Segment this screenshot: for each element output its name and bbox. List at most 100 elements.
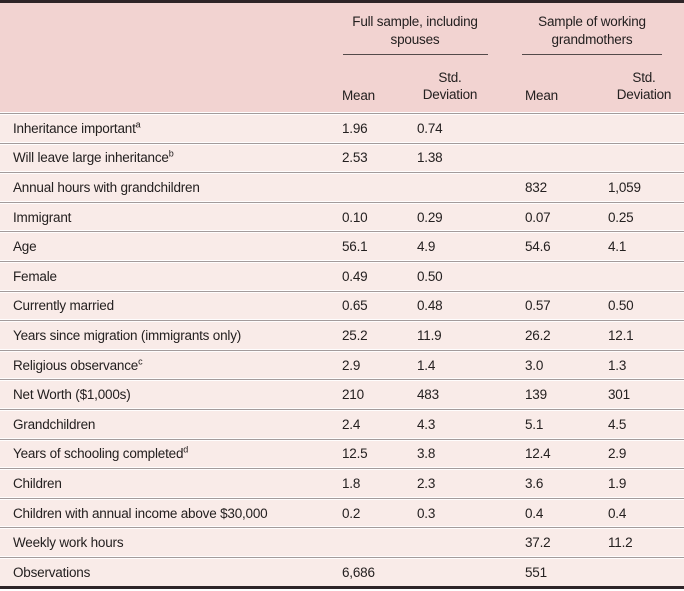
cell-full-std: 0.50	[417, 268, 443, 284]
group-header-spacer	[0, 13, 330, 55]
table-row: Religious observancec 2.9 1.4 3.0 1.3	[0, 348, 684, 379]
group-header-row: Full sample, including spouses Sample of…	[0, 3, 684, 55]
row-label: Weekly work hours	[0, 535, 330, 550]
row-label: Children	[0, 476, 330, 491]
row-label-text: Annual hours with grandchildren	[13, 179, 200, 195]
row-label: Observations	[0, 565, 330, 580]
cell-full-mean: 2.4	[342, 416, 361, 432]
cell-full-std: 2.3	[417, 475, 436, 491]
table-row: Years of schooling completedd 12.5 3.8 1…	[0, 437, 684, 468]
cell-work-std: 0.25	[608, 209, 634, 225]
row-label: Children with annual income above $30,00…	[0, 506, 330, 521]
group-header-full-sample: Full sample, including spouses	[330, 13, 500, 55]
cell-work-std: 301	[608, 387, 630, 403]
row-label-text: Years of schooling completed	[13, 446, 184, 462]
row-label-text: Age	[13, 239, 37, 255]
column-header-full-std: Std. Deviation	[400, 69, 500, 103]
row-label-text: Immigrant	[13, 209, 72, 225]
cell-full-mean: 56.1	[342, 239, 368, 255]
cell-full-mean: 6,686	[342, 564, 375, 580]
std-label-line: Deviation	[616, 87, 672, 102]
cell-full-mean: 210	[342, 387, 364, 403]
cell-work-mean: 551	[525, 564, 547, 580]
cell-work-std: 1.3	[608, 357, 627, 373]
table-body: Inheritance importanta 1.96 0.74 Will le…	[0, 112, 684, 586]
row-label-text: Inheritance important	[13, 120, 136, 136]
column-header-work-mean: Mean	[525, 88, 558, 103]
table-top-border	[0, 0, 684, 3]
footnote-marker: c	[138, 357, 143, 367]
table-row: Inheritance importanta 1.96 0.74	[0, 112, 684, 142]
table-row: Grandchildren 2.4 4.3 5.1 4.5	[0, 407, 684, 438]
column-header-work-std: Std. Deviation	[590, 69, 684, 103]
cell-full-mean: 1.8	[342, 475, 361, 491]
group-header-working-grandmothers: Sample of working grandmothers	[500, 13, 684, 55]
cell-work-std: 0.50	[608, 298, 634, 314]
footnote-marker: a	[135, 120, 141, 130]
table-row: Currently married 0.65 0.48 0.57 0.50	[0, 289, 684, 320]
footnote-marker: b	[168, 150, 174, 159]
table-row: Will leave large inheritanceb 2.53 1.38	[0, 141, 684, 172]
row-label: Inheritance importanta	[0, 121, 330, 136]
cell-work-std: 1,059	[608, 179, 641, 195]
cell-full-std: 0.3	[417, 505, 436, 521]
row-label-text: Currently married	[13, 298, 114, 314]
row-label-text: Years since migration (immigrants only)	[13, 327, 242, 343]
std-label-line: Std.	[632, 70, 656, 85]
std-label-line: Std.	[438, 70, 462, 85]
row-label: Net Worth ($1,000s)	[0, 387, 330, 402]
table-bottom-border	[0, 585, 684, 589]
row-label-text: Observations	[13, 564, 91, 580]
cell-work-mean: 12.4	[525, 446, 551, 462]
group-title-line: Sample of working	[538, 14, 646, 29]
cell-full-mean: 1.96	[342, 120, 368, 136]
row-label: Age	[0, 239, 330, 254]
cell-work-mean: 139	[525, 387, 547, 403]
row-label: Years of schooling completedd	[0, 446, 330, 461]
cell-work-std: 11.2	[608, 535, 633, 551]
table-row: Age 56.1 4.9 54.6 4.1	[0, 230, 684, 260]
group-title-line: spouses	[390, 32, 440, 47]
cell-work-std: 0.4	[608, 505, 627, 521]
table-row: Female 0.49 0.50	[0, 259, 684, 290]
cell-full-mean: 0.65	[342, 298, 368, 314]
cell-work-mean: 5.1	[525, 416, 544, 432]
column-header-full-mean: Mean	[342, 88, 375, 103]
cell-work-mean: 0.57	[525, 298, 551, 314]
cell-full-mean: 0.49	[342, 268, 368, 284]
row-label-text: Children	[13, 475, 62, 491]
cell-work-mean: 832	[525, 179, 547, 195]
cell-full-std: 3.8	[417, 446, 436, 462]
footnote-marker: d	[183, 446, 189, 455]
column-header-row: Mean Std. Deviation Mean Std. Deviation	[0, 69, 684, 112]
row-label: Immigrant	[0, 210, 330, 225]
cell-work-std: 2.9	[608, 446, 627, 462]
cell-full-mean: 0.10	[342, 209, 368, 225]
table-row: Net Worth ($1,000s) 210 483 139 301	[0, 378, 684, 408]
row-label: Will leave large inheritanceb	[0, 150, 330, 165]
cell-full-std: 0.29	[417, 209, 443, 225]
table-header: Full sample, including spouses Sample of…	[0, 3, 684, 112]
table-row: Children 1.8 2.3 3.6 1.9	[0, 467, 684, 497]
table-row: Years since migration (immigrants only) …	[0, 319, 684, 349]
group-underline	[522, 54, 662, 55]
cell-full-mean: 2.53	[342, 150, 368, 166]
cell-work-mean: 26.2	[525, 327, 551, 343]
row-label: Currently married	[0, 298, 330, 313]
table-row: Observations 6,686 551	[0, 555, 684, 586]
row-label-text: Will leave large inheritance	[13, 150, 169, 166]
cell-work-mean: 54.6	[525, 239, 551, 255]
row-label-text: Children with annual income above $30,00…	[13, 505, 268, 521]
row-label: Years since migration (immigrants only)	[0, 328, 330, 343]
cell-work-mean: 3.6	[525, 475, 544, 491]
table-row: Weekly work hours 37.2 11.2	[0, 526, 684, 556]
table-row: Immigrant 0.10 0.29 0.07 0.25	[0, 200, 684, 231]
row-label-text: Grandchildren	[13, 416, 96, 432]
row-label: Religious observancec	[0, 358, 330, 373]
cell-work-std: 1.9	[608, 475, 627, 491]
cell-work-std: 4.1	[608, 239, 627, 255]
cell-full-mean: 2.9	[342, 357, 361, 373]
row-label-text: Net Worth ($1,000s)	[13, 387, 131, 403]
cell-work-mean: 37.2	[525, 535, 551, 551]
cell-full-std: 4.3	[417, 416, 436, 432]
